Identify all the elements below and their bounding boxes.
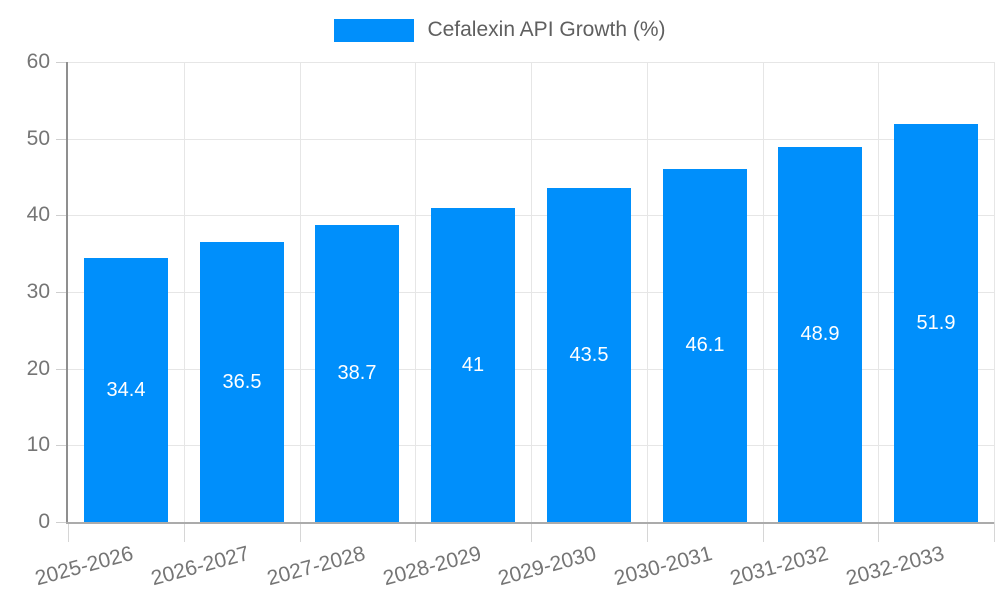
x-axis-tick xyxy=(531,522,532,542)
gridline-vertical xyxy=(763,62,764,522)
bar-value-label: 48.9 xyxy=(800,323,840,345)
y-axis-tick xyxy=(56,215,68,216)
gridline-vertical xyxy=(647,62,648,522)
y-axis-tick xyxy=(56,139,68,140)
x-axis-line xyxy=(66,522,994,524)
x-axis-tick-label: 2028-2029 xyxy=(380,541,484,591)
y-axis-tick-label: 30 xyxy=(26,280,50,303)
bar[interactable]: 43.5 xyxy=(547,188,631,522)
legend-label: Cefalexin API Growth (%) xyxy=(427,18,666,41)
bar-value-label: 51.9 xyxy=(916,311,956,334)
x-axis-tick-label: 2030-2031 xyxy=(611,541,715,591)
x-axis-tick xyxy=(300,522,301,542)
x-axis-tick-label: 2025-2026 xyxy=(33,541,137,591)
x-axis-tick-label: 2027-2028 xyxy=(264,541,368,591)
y-axis-tick-label: 40 xyxy=(26,203,50,226)
bar[interactable]: 38.7 xyxy=(315,225,399,522)
x-axis-tick xyxy=(763,522,764,542)
gridline-vertical xyxy=(415,62,416,522)
x-axis-tick xyxy=(878,522,879,542)
x-axis-tick-label: 2031-2032 xyxy=(727,541,831,591)
bar-value-label: 34.4 xyxy=(106,378,146,401)
x-axis-tick xyxy=(184,522,185,542)
y-axis-tick xyxy=(56,445,68,446)
x-axis-tick-label: 2026-2027 xyxy=(148,541,252,591)
bar-value-label: 38.7 xyxy=(337,362,377,384)
gridline-vertical xyxy=(994,62,995,522)
y-axis-tick xyxy=(56,292,68,293)
x-axis-tick-label: 2032-2033 xyxy=(843,541,947,591)
legend[interactable]: Cefalexin API Growth (%) xyxy=(0,18,1000,42)
bar-value-label: 43.5 xyxy=(569,343,609,366)
bar[interactable]: 48.9 xyxy=(778,147,862,522)
x-axis-tick xyxy=(647,522,648,542)
gridline-vertical xyxy=(300,62,301,522)
y-axis-tick-label: 60 xyxy=(26,50,50,73)
gridline-vertical xyxy=(184,62,185,522)
y-axis-line xyxy=(66,62,68,522)
gridline-vertical xyxy=(878,62,879,522)
bar-value-label: 46.1 xyxy=(685,334,725,356)
legend-swatch xyxy=(334,18,415,42)
bar-value-label: 41 xyxy=(461,353,485,376)
y-axis-tick-label: 10 xyxy=(26,433,50,456)
bar[interactable]: 36.5 xyxy=(200,242,284,522)
gridline-vertical xyxy=(531,62,532,522)
bar[interactable]: 46.1 xyxy=(663,169,747,522)
y-axis-tick xyxy=(56,522,68,523)
y-axis-tick-label: 20 xyxy=(26,357,50,380)
bar[interactable]: 34.4 xyxy=(84,258,168,522)
x-axis-tick xyxy=(415,522,416,542)
y-axis-tick-label: 0 xyxy=(38,510,50,533)
x-axis-tick xyxy=(68,522,69,542)
x-axis-tick xyxy=(994,522,995,542)
x-axis-tick-label: 2029-2030 xyxy=(496,541,600,591)
bar-value-label: 36.5 xyxy=(222,370,262,393)
bar[interactable]: 41 xyxy=(431,208,515,522)
y-axis-tick-label: 50 xyxy=(26,127,50,150)
y-axis-tick xyxy=(56,369,68,370)
y-axis-tick xyxy=(56,62,68,63)
bar[interactable]: 51.9 xyxy=(894,124,978,522)
